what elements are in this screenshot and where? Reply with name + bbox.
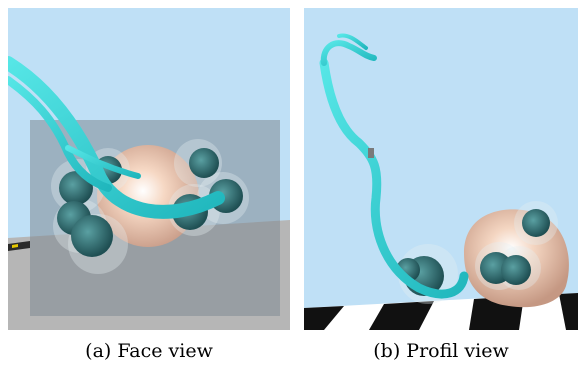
cyan-tube (319, 33, 469, 299)
caption-face-view: (a) Face view (85, 340, 213, 362)
cyan-tube (8, 56, 225, 219)
checkered-floor (304, 293, 578, 330)
caption-profile-view: (b) Profil view (373, 340, 509, 362)
face-view-image (8, 8, 290, 330)
profile-view-image (304, 8, 578, 330)
clip-marker (368, 148, 374, 158)
